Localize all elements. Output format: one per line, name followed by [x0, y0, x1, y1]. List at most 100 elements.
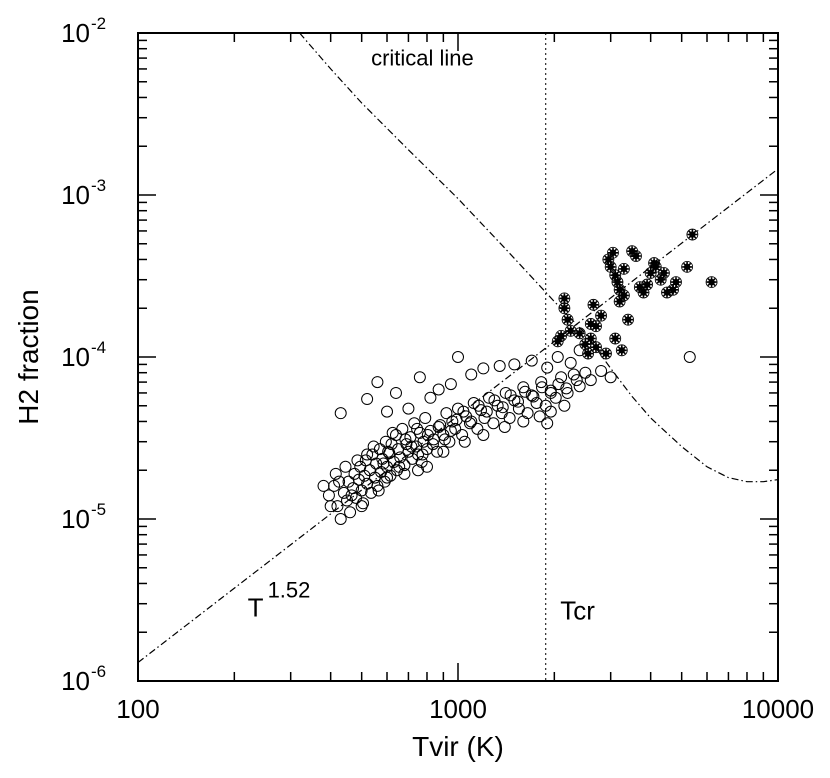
star-ring	[573, 327, 586, 340]
y-tick-label: 10	[61, 18, 90, 48]
star-ring	[600, 347, 612, 360]
data-point-circle	[458, 435, 471, 448]
data-point-circle	[381, 405, 394, 418]
star-ring	[602, 253, 615, 266]
star-ring	[587, 298, 600, 311]
data-point-circle	[432, 383, 445, 396]
data-point-star	[658, 267, 670, 279]
data-point-circle	[381, 471, 394, 484]
data-point-star	[561, 313, 574, 326]
data-point-circle	[487, 417, 500, 430]
y-tick-exponent: -3	[91, 176, 106, 195]
data-point-circle	[549, 391, 562, 404]
star-core	[620, 265, 628, 273]
data-point-circle	[508, 358, 521, 371]
data-point-star	[670, 276, 682, 288]
data-point-circle	[402, 402, 415, 415]
star-core	[672, 278, 680, 286]
star-core	[557, 332, 565, 340]
y-tick-label: 10	[61, 666, 90, 696]
data-point-circle	[351, 454, 364, 467]
data-point-circle	[564, 356, 577, 369]
star-ring	[654, 273, 667, 286]
data-point-circle	[504, 389, 517, 402]
data-point-circle	[405, 440, 418, 453]
data-point-star	[595, 309, 607, 322]
data-point-star	[582, 347, 594, 360]
data-point-circle	[408, 417, 421, 430]
data-point-star	[551, 335, 564, 348]
star-core	[567, 327, 574, 335]
data-point-circle	[535, 381, 548, 394]
star-ring	[613, 295, 626, 308]
data-point-star	[558, 302, 571, 315]
star-core	[708, 278, 715, 286]
data-point-star	[613, 295, 626, 308]
star-core	[652, 263, 659, 271]
data-point-star	[600, 347, 612, 360]
data-point-circle	[465, 368, 478, 381]
data-point-circle	[331, 500, 344, 513]
data-point-circle	[333, 475, 346, 488]
data-point-circle	[339, 460, 352, 473]
data-point-circle	[371, 479, 384, 492]
y-tick-label: 10	[61, 342, 90, 372]
y-tick-exponent: -6	[91, 662, 106, 681]
data-point-circle	[452, 351, 464, 363]
x-tick-label: 100	[116, 694, 159, 724]
y-tick-exponent: -4	[91, 338, 106, 357]
data-point-circle	[398, 459, 411, 472]
data-point-circle	[558, 399, 571, 412]
star-ring	[630, 250, 642, 262]
star-ring	[615, 344, 628, 357]
data-points	[317, 228, 718, 525]
data-point-star	[705, 276, 718, 288]
data-point-circle	[465, 415, 478, 428]
plot-frame	[137, 32, 779, 682]
data-point-circle	[437, 445, 450, 458]
star-ring	[558, 302, 571, 315]
data-point-circle	[440, 407, 453, 420]
data-point-circle	[361, 448, 374, 461]
data-point-circle	[493, 359, 506, 372]
star-core	[576, 330, 583, 337]
power-law-label-superscript: 1.52	[268, 578, 311, 603]
data-point-circle	[420, 460, 433, 473]
data-point-circle	[324, 500, 337, 513]
data-point-star	[584, 318, 597, 330]
star-core	[592, 343, 600, 351]
critical-line-label: critical line	[371, 46, 474, 71]
data-point-star	[607, 246, 619, 259]
data-point-circle	[552, 378, 565, 391]
data-point-star	[611, 276, 624, 288]
star-ring	[595, 309, 607, 322]
star-core	[660, 269, 668, 277]
data-point-star	[564, 324, 577, 337]
data-point-circle	[412, 464, 425, 477]
data-point-circle	[399, 433, 412, 446]
star-core	[609, 249, 617, 256]
star-core	[683, 263, 691, 271]
star-ring	[681, 260, 694, 273]
data-point-circle	[367, 440, 380, 453]
data-point-circle	[488, 394, 501, 407]
data-point-circle	[530, 397, 543, 410]
star-core	[602, 350, 610, 357]
data-point-circle	[560, 382, 573, 395]
y-tick-exponent: -5	[91, 500, 106, 519]
data-point-circle	[496, 401, 509, 414]
data-point-star	[602, 253, 615, 266]
data-point-circle	[377, 457, 390, 470]
star-core	[590, 301, 597, 309]
data-point-circle	[365, 486, 378, 499]
star-ring	[670, 276, 682, 288]
star-core	[584, 350, 592, 357]
y-tick-label: 10	[61, 504, 90, 534]
data-point-circle	[498, 420, 511, 433]
data-point-star	[667, 283, 679, 296]
star-ring	[555, 329, 568, 342]
data-point-circle	[394, 451, 407, 464]
data-point-circle	[477, 362, 490, 375]
y-tick-label: 10	[61, 180, 90, 210]
